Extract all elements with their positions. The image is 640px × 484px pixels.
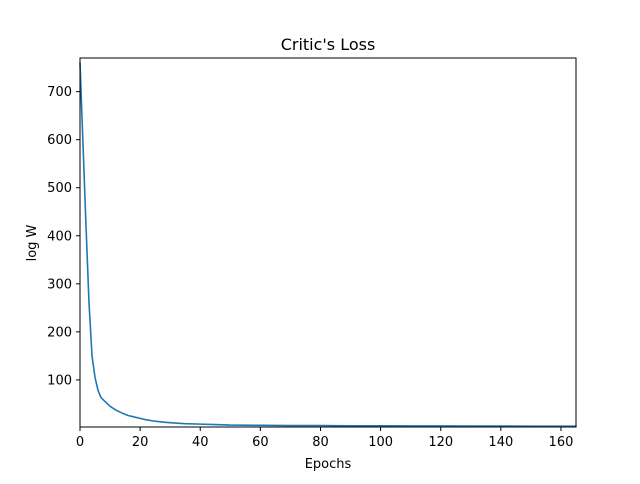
series-line-0 <box>79 61 577 427</box>
y-tick-label: 700 <box>47 85 72 100</box>
y-tick-label: 600 <box>47 133 72 148</box>
y-tick-label: 200 <box>47 325 72 340</box>
x-tick-label: 160 <box>549 435 574 450</box>
x-axis-label: Epochs <box>305 457 352 472</box>
axes-frame <box>79 57 577 428</box>
y-tick-label: 100 <box>47 373 72 388</box>
chart-title: Critic's Loss <box>281 35 376 54</box>
x-tick-label: 20 <box>132 435 149 450</box>
plot-area: 0 20 40 60 80 100 120 140 160 100 200 300 400 500 600 7… <box>47 57 577 450</box>
x-tick-label: 100 <box>368 435 393 450</box>
x-tick-label: 40 <box>192 435 209 450</box>
y-tick-label: 400 <box>47 229 72 244</box>
x-tick-label: 0 <box>76 435 84 450</box>
y-tick-label: 500 <box>47 181 72 196</box>
y-axis-label: log W <box>25 224 40 261</box>
x-tick-label: 60 <box>252 435 269 450</box>
x-tick-label: 140 <box>488 435 513 450</box>
x-tick-label: 80 <box>312 435 329 450</box>
y-tick-label: 300 <box>47 277 72 292</box>
x-tick-label: 120 <box>428 435 453 450</box>
